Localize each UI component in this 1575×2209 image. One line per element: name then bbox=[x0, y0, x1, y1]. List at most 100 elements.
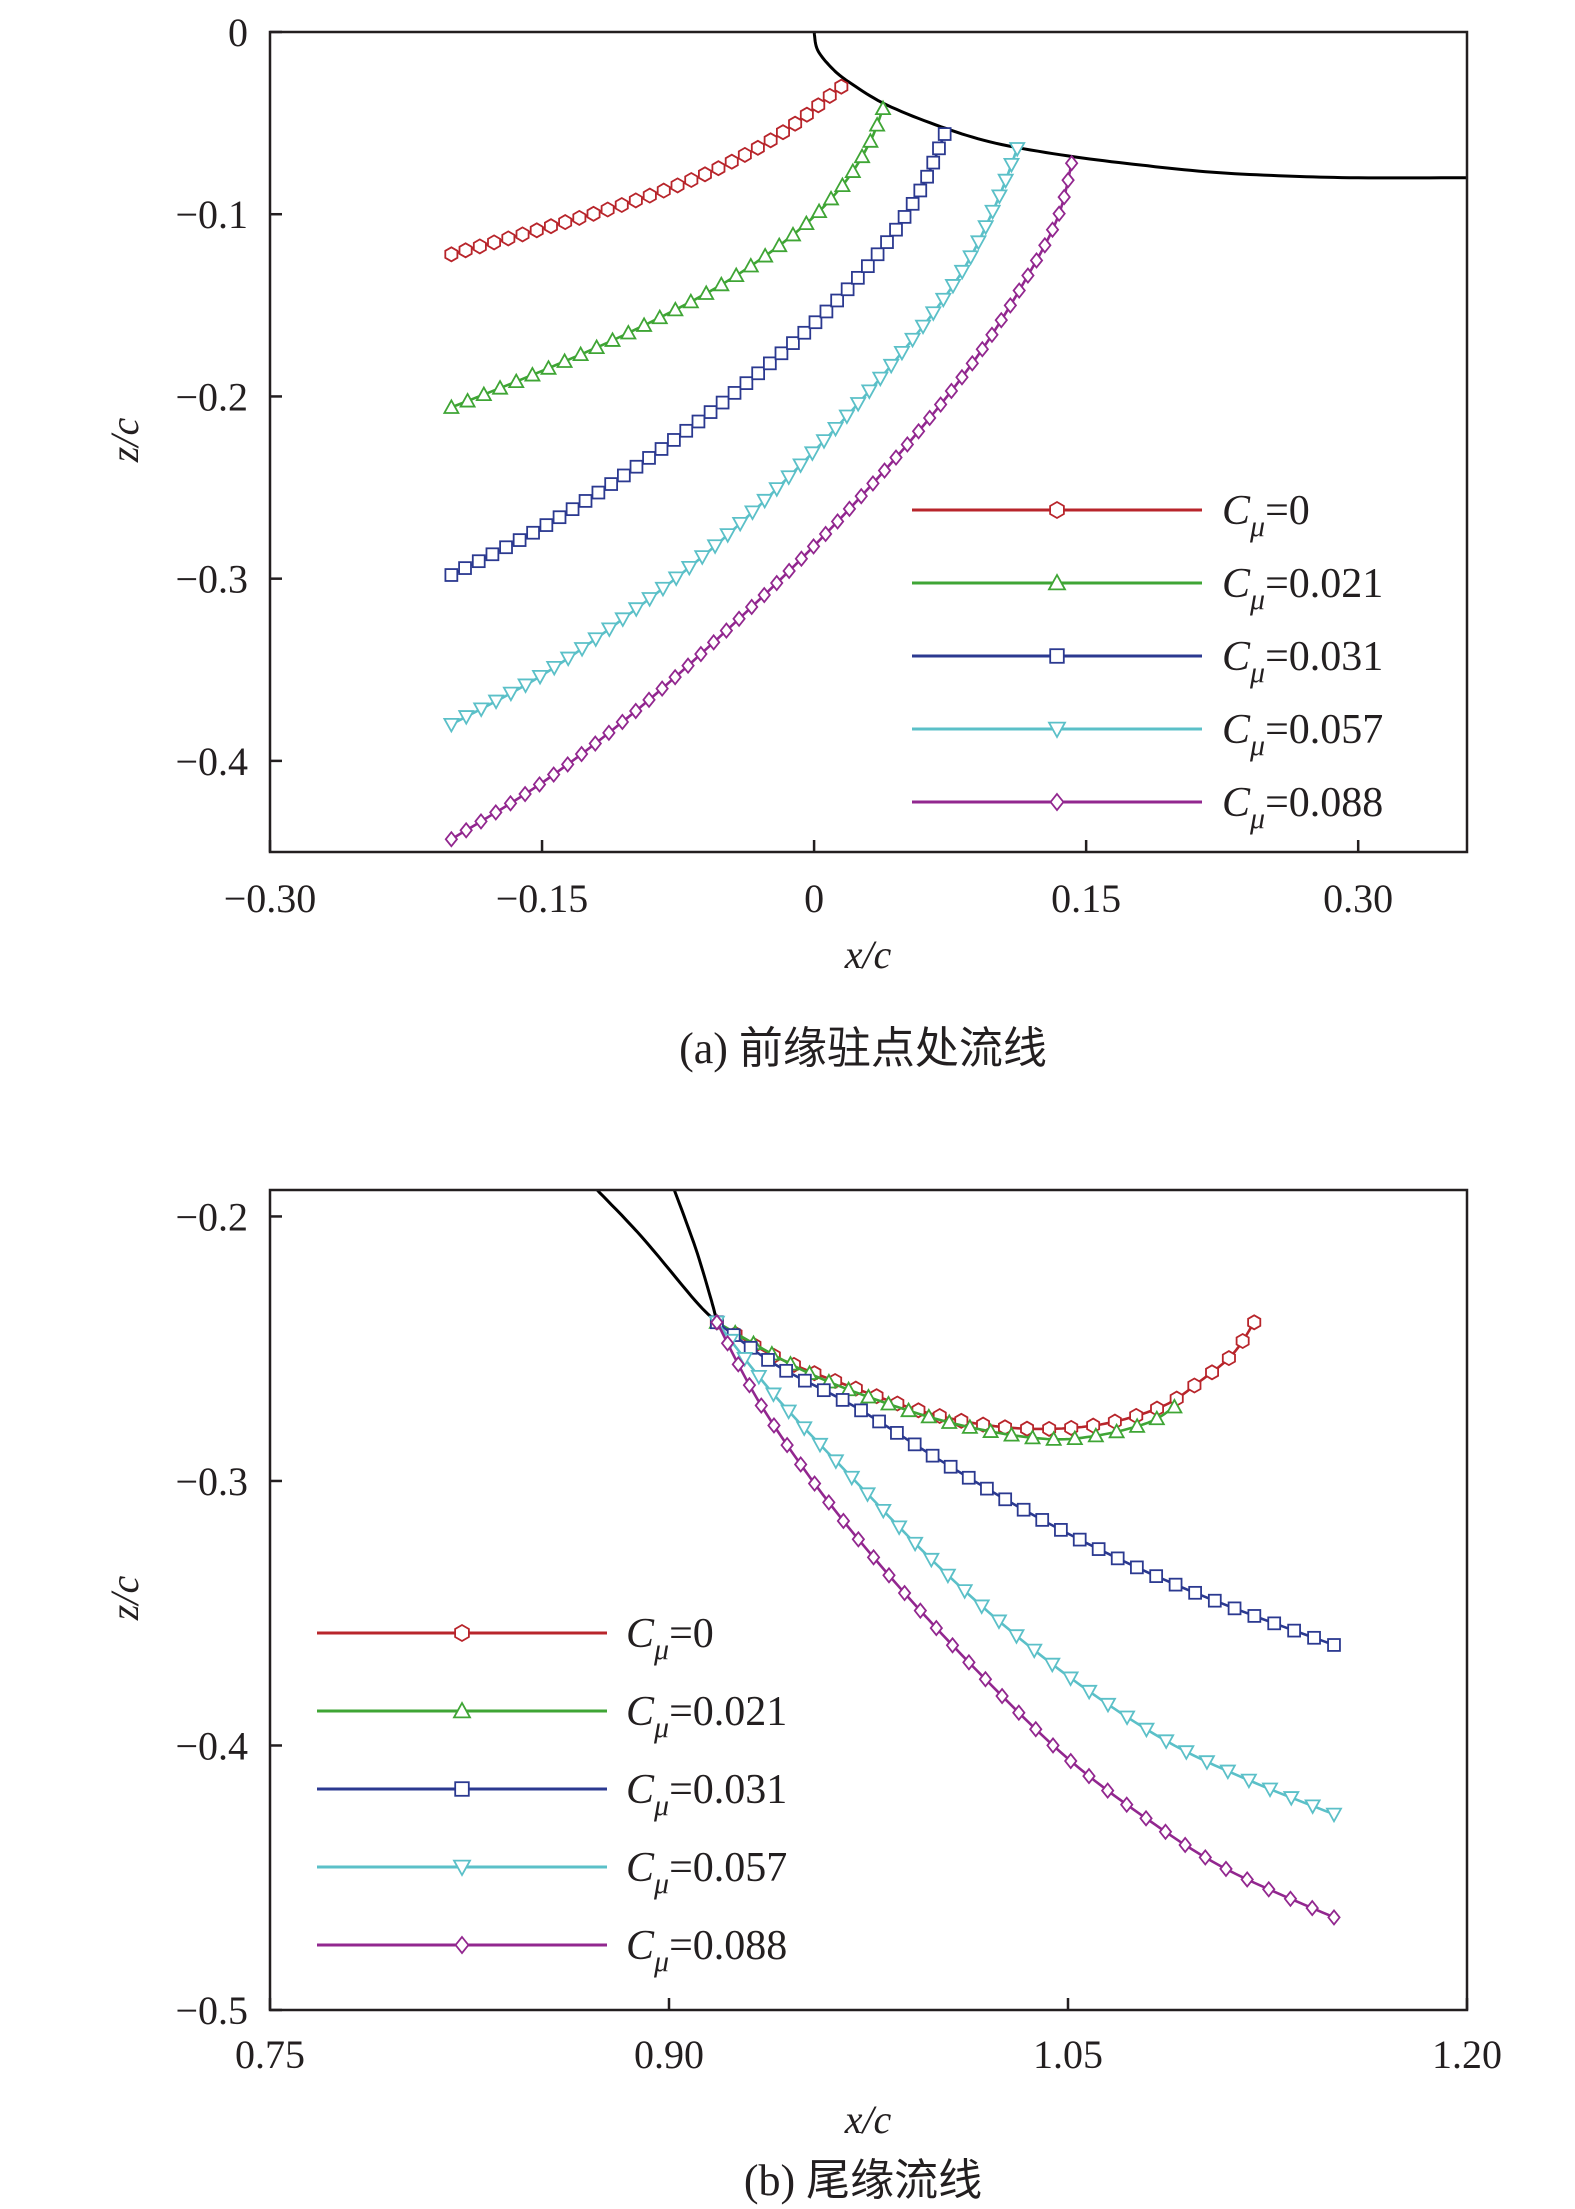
panel-a-series-2-marker bbox=[629, 459, 644, 474]
panel-a-series-3-marker bbox=[914, 319, 932, 336]
panel-a-legend-item-4: Cμ=0.088 bbox=[912, 780, 1383, 835]
panel-b-series-2-marker bbox=[1168, 1577, 1183, 1592]
panel-a-series-0-marker bbox=[834, 78, 849, 95]
panel-a-series-2-marker bbox=[739, 376, 754, 390]
panel-a-x-axis-label-text: x/c bbox=[844, 932, 892, 977]
panel-a-legend: Cμ=0 Cμ=0.021 Cμ=0.031 Cμ=0.057 Cμ=0.088 bbox=[912, 488, 1383, 835]
panel-b-series-2-marker bbox=[961, 1470, 976, 1485]
panel-a-series-4-marker bbox=[854, 487, 868, 505]
panel-a-series-0-marker bbox=[763, 132, 778, 149]
panel-b-series-4-marker bbox=[793, 1455, 808, 1473]
panel-b-series-1-marker bbox=[879, 1395, 898, 1411]
panel-b-y-axis-label-text: z/c bbox=[102, 1576, 147, 1622]
panel-a-series-4-marker bbox=[706, 633, 721, 651]
panel-b-series-3-marker bbox=[1261, 1782, 1279, 1798]
panel-a-series-3-marker bbox=[904, 332, 922, 349]
panel-b-series-3-marker bbox=[906, 1536, 924, 1553]
panel-a-legend-label: Cμ=0 bbox=[1222, 488, 1310, 543]
panel-b-series-2-marker bbox=[854, 1403, 868, 1418]
panel-b-plot-content bbox=[596, 1190, 1343, 1926]
panel-a-series-0-marker bbox=[444, 246, 459, 263]
panel-b-series-4-marker bbox=[866, 1548, 881, 1566]
panel-a-series-4-marker bbox=[922, 409, 937, 427]
panel-a-series-0-marker bbox=[614, 196, 629, 214]
panel-b-series-2-marker bbox=[925, 1448, 940, 1463]
panel-a-series-2-marker bbox=[797, 325, 812, 340]
panel-b-series-4-marker bbox=[978, 1670, 993, 1688]
panel-b-legend-item-0: Cμ=0 bbox=[317, 1611, 714, 1666]
panel-a-series-2-marker bbox=[617, 468, 631, 483]
panel-a-series-4-marker bbox=[489, 803, 503, 821]
panel-a-series-3-marker bbox=[719, 528, 737, 544]
panel-a-series-2-marker bbox=[444, 568, 459, 582]
panel-a-legend-item-3: Cμ=0.057 bbox=[912, 707, 1383, 762]
panel-b-series-3-marker bbox=[843, 1470, 861, 1487]
panel-b-series-4-marker bbox=[822, 1493, 836, 1511]
panel-a-series-2-marker bbox=[485, 547, 500, 562]
panel-a-series-3-marker bbox=[893, 345, 911, 362]
panel-a-series-3-marker bbox=[614, 612, 632, 628]
panel-b-series-1-marker bbox=[940, 1413, 958, 1429]
panel-b-series-3-marker bbox=[1025, 1643, 1043, 1660]
panel-b-legend-label: Cμ=0.021 bbox=[626, 1689, 787, 1744]
panel-a-series-4-marker bbox=[642, 691, 656, 709]
panel-b-series-2-marker bbox=[1091, 1542, 1106, 1556]
panel-b-legend-marker bbox=[454, 1781, 470, 1797]
panel-a-series-4-marker bbox=[842, 500, 857, 518]
panel-a-series-4-marker bbox=[1029, 252, 1044, 269]
panel-b-series-1-marker bbox=[920, 1407, 938, 1424]
panel-a-y-tick-label: 0 bbox=[228, 10, 248, 55]
panel-a-series-3-marker bbox=[860, 384, 878, 400]
panel-b-series-0-marker bbox=[1221, 1350, 1236, 1367]
panel-a-series-4-marker bbox=[1021, 267, 1035, 284]
panel-a-series-2-marker bbox=[937, 127, 952, 141]
panel-a-frame bbox=[268, 30, 1469, 854]
panel-b-y-tick-label: −0.4 bbox=[175, 1723, 248, 1768]
panel-a-series-3-marker bbox=[706, 539, 724, 555]
panel-a-series-1-marker bbox=[619, 324, 637, 340]
panel-b-series-2 bbox=[710, 1315, 1341, 1652]
panel-a-series-4-marker bbox=[732, 610, 746, 628]
panel-b-series-2-marker bbox=[890, 1426, 904, 1440]
panel-b-series-0-marker bbox=[1042, 1420, 1057, 1437]
panel-b-series-2-marker bbox=[980, 1481, 994, 1496]
panel-a-x-tick-label: 0.30 bbox=[1323, 876, 1393, 921]
panel-a-series-2-marker bbox=[526, 525, 540, 540]
panel-b-series-1-marker bbox=[859, 1388, 878, 1404]
panel-b-x-tick-label: 0.75 bbox=[235, 2032, 305, 2077]
panel-b-series-2-marker bbox=[1247, 1609, 1262, 1623]
panel-b-series-3-marker bbox=[1325, 1807, 1343, 1824]
panel-b-series-3-marker bbox=[736, 1352, 754, 1368]
panel-b-legend-item-3: Cμ=0.057 bbox=[317, 1845, 787, 1900]
panel-a-series-3-marker bbox=[1008, 142, 1026, 158]
panel-a-series-2-marker bbox=[774, 346, 789, 361]
panel-a-series-2-marker bbox=[861, 259, 875, 274]
panel-a-series-3-marker bbox=[924, 306, 942, 322]
panel-a-series-2-marker bbox=[578, 494, 593, 508]
panel-a-series-4-marker bbox=[560, 755, 575, 773]
panel-b-series-3-marker bbox=[795, 1421, 813, 1437]
panel-a-series-4-marker bbox=[1052, 205, 1066, 223]
panel-a-series-2-marker bbox=[499, 540, 513, 555]
panel-a-series-3-marker bbox=[803, 446, 821, 462]
panel-a-series-1-marker bbox=[635, 316, 653, 332]
panel-a-x-axis-label: x/c bbox=[844, 932, 892, 977]
panel-b-x-tick-label: 0.90 bbox=[634, 2032, 704, 2077]
panel-b-legend-marker bbox=[454, 1623, 470, 1643]
panel-a-series-3-marker bbox=[934, 292, 952, 309]
panel-a-series-0-marker bbox=[670, 177, 685, 194]
panel-a-series-2-marker bbox=[471, 554, 486, 569]
panel-a-series-2-marker bbox=[808, 315, 823, 330]
panel-a-series-4-marker bbox=[955, 368, 969, 386]
panel-b-series-2-marker bbox=[1267, 1616, 1282, 1631]
panel-a-series-1-marker bbox=[682, 292, 700, 309]
panel-b-series-2-marker bbox=[1307, 1630, 1321, 1645]
panel-b-series-4-marker bbox=[807, 1475, 822, 1492]
panel-b-series-4-marker bbox=[710, 1313, 724, 1331]
panel-b-series-0-marker bbox=[1187, 1377, 1202, 1394]
panel-b-series-4-marker bbox=[882, 1566, 896, 1584]
panel-a-legend-marker bbox=[1047, 721, 1067, 739]
panel-b-series-3-marker bbox=[1157, 1734, 1175, 1750]
